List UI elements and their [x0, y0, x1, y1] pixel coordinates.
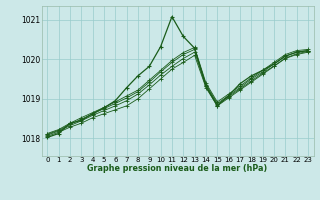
X-axis label: Graphe pression niveau de la mer (hPa): Graphe pression niveau de la mer (hPa) — [87, 164, 268, 173]
